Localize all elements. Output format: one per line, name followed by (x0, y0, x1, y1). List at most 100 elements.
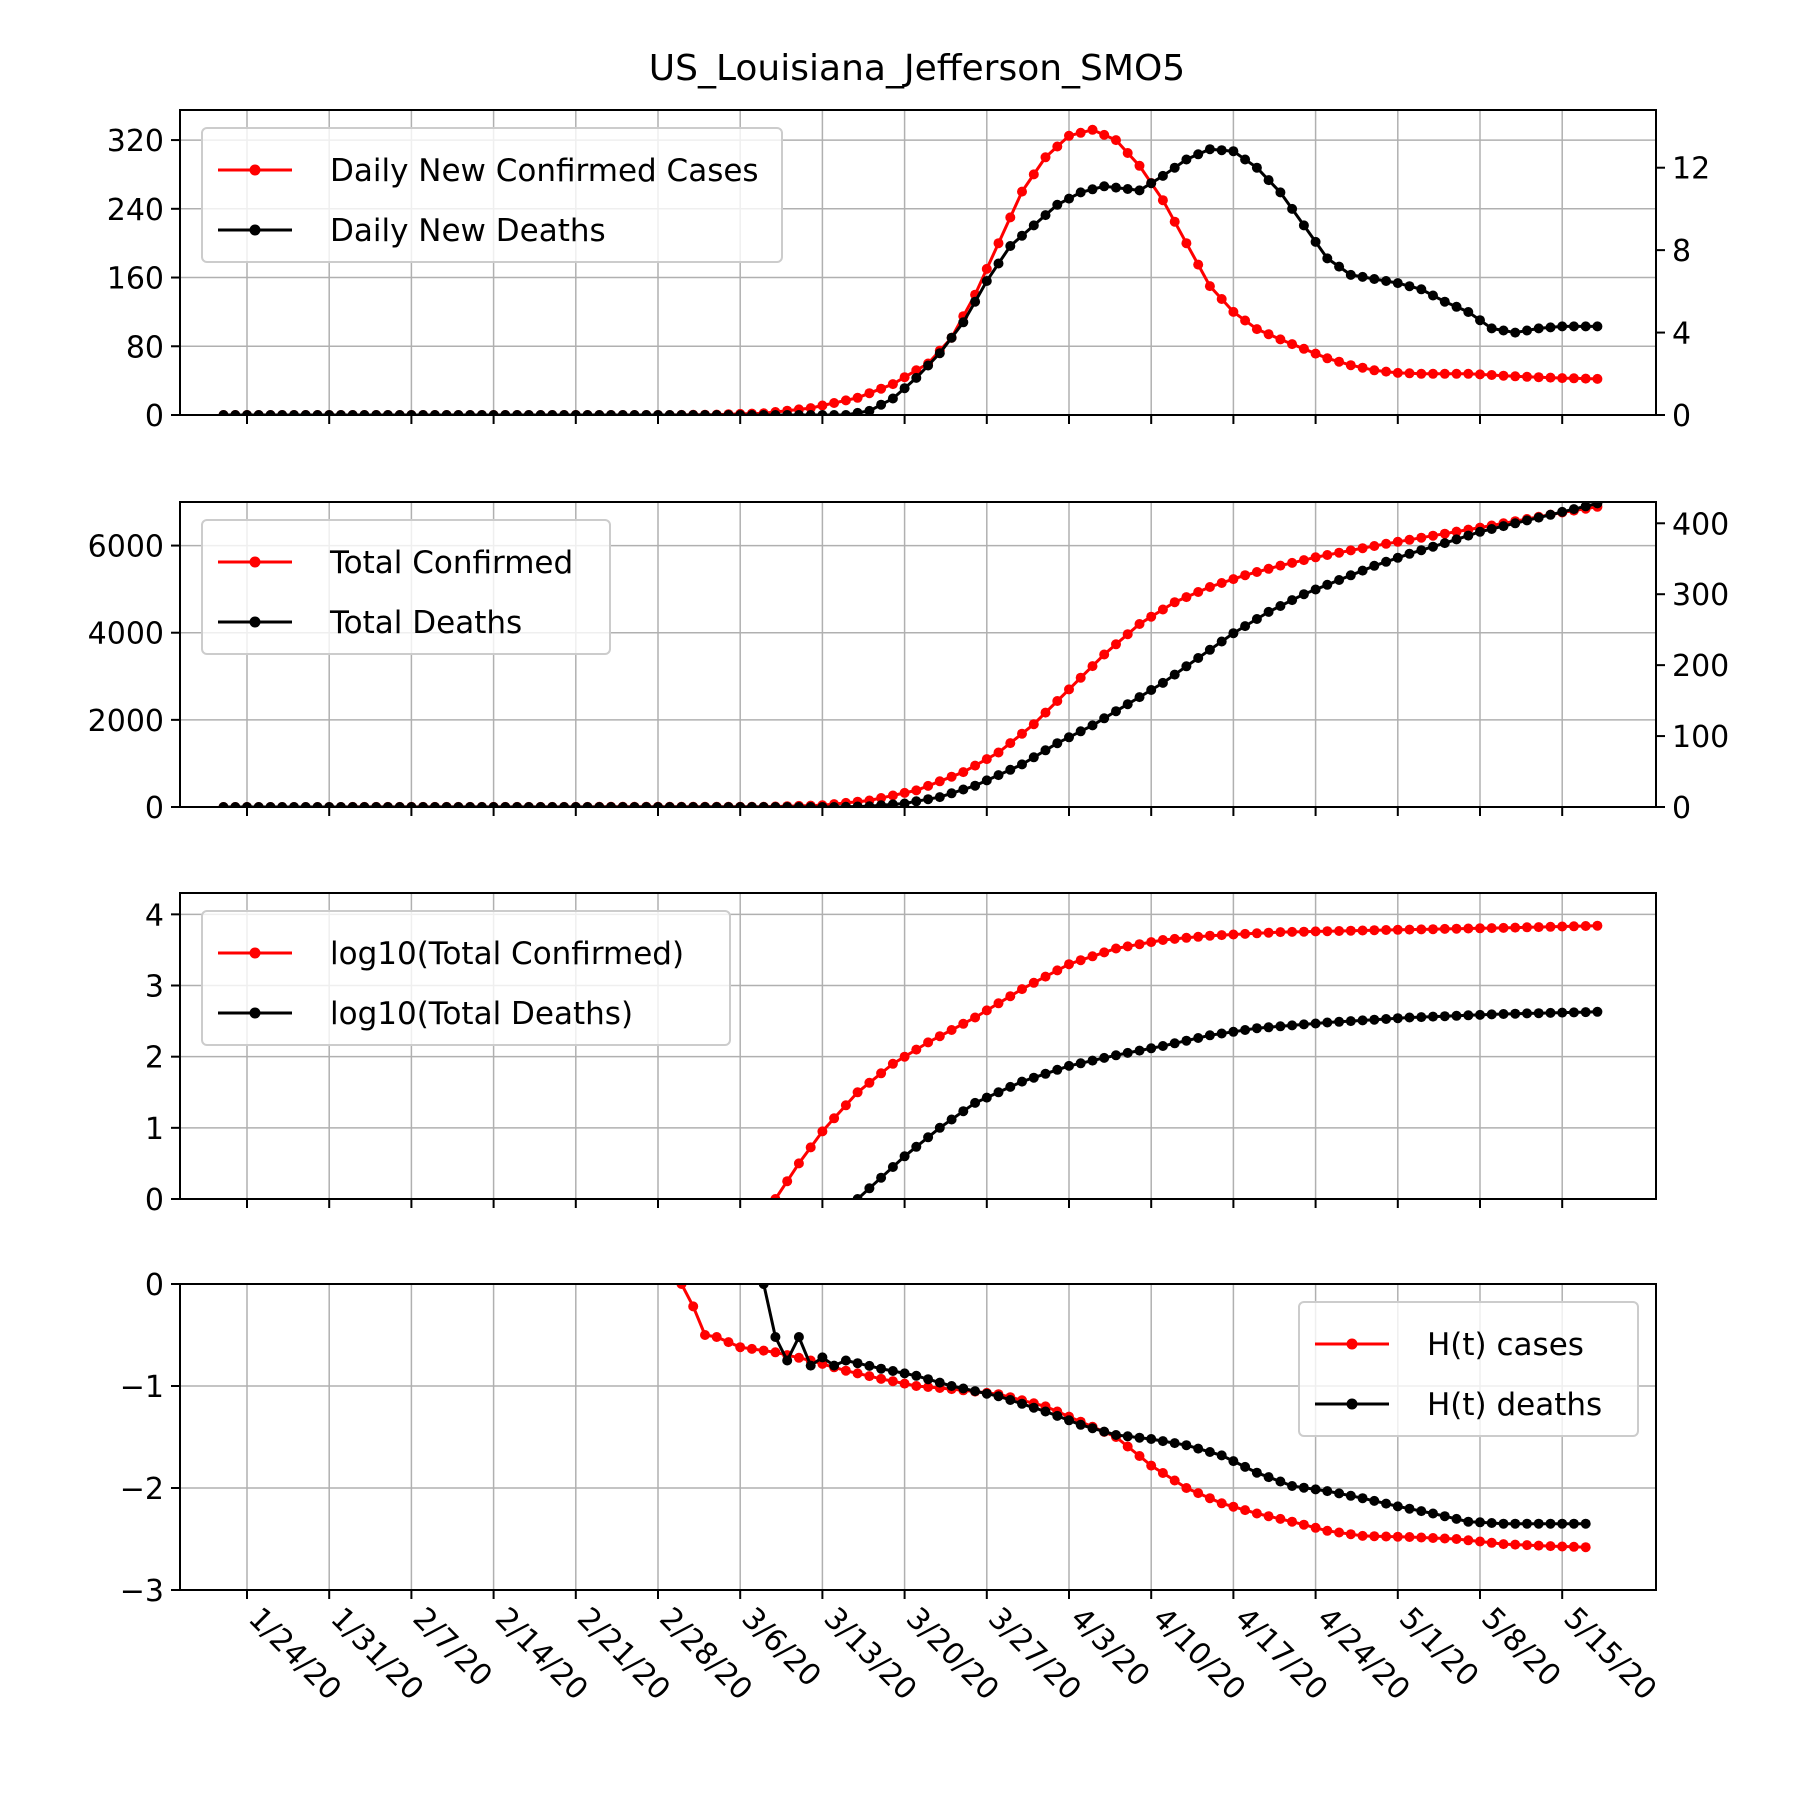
data-point-log10-total-confirmed (923, 1037, 934, 1048)
data-point-log10-total-deaths (1040, 1068, 1051, 1079)
data-point-log10-total-confirmed (1087, 951, 1098, 962)
data-point-daily-new-deaths (1181, 154, 1192, 165)
data-point-h-t-deaths (1580, 1518, 1591, 1529)
data-point-h-t-cases (1345, 1529, 1356, 1540)
data-point-h-t-deaths (1052, 1410, 1063, 1421)
data-point-daily-new-confirmed-cases (1463, 368, 1474, 379)
data-point-log10-total-confirmed (1216, 930, 1227, 941)
data-point-daily-new-deaths (852, 407, 863, 415)
data-point-log10-total-confirmed (1428, 924, 1438, 935)
data-point-log10-total-deaths (1075, 1058, 1086, 1069)
data-point-log10-total-deaths (852, 1194, 863, 1199)
data-point-log10-total-confirmed (1381, 925, 1392, 935)
data-point-daily-new-deaths (1486, 323, 1497, 334)
y-left-tick-label: −3 (120, 1574, 164, 1609)
data-point-total-deaths (1251, 614, 1262, 624)
data-point-daily-new-confirmed-cases (1099, 129, 1110, 140)
data-point-total-deaths (688, 802, 699, 807)
data-point-log10-total-deaths (1087, 1055, 1098, 1066)
data-point-total-deaths (958, 784, 969, 795)
data-point-total-confirmed (1451, 526, 1462, 537)
data-point-log10-total-deaths (911, 1141, 922, 1152)
data-point-total-deaths (970, 780, 981, 791)
legend-swatch-marker (249, 616, 261, 628)
data-point-total-deaths (840, 801, 851, 807)
data-point-log10-total-confirmed (1404, 924, 1415, 935)
data-point-daily-new-deaths (1064, 193, 1074, 204)
data-point-h-t-cases (1486, 1537, 1497, 1548)
data-point-h-t-deaths (1298, 1482, 1309, 1493)
data-point-daily-new-deaths (300, 410, 311, 415)
data-point-daily-new-confirmed-cases (805, 403, 816, 414)
legend-box (201, 910, 731, 1046)
data-point-daily-new-confirmed-cases (1580, 373, 1591, 384)
data-point-daily-new-deaths (887, 393, 898, 404)
data-point-total-confirmed (1381, 538, 1392, 549)
data-point-total-confirmed (1134, 619, 1145, 629)
data-point-daily-new-deaths (911, 372, 922, 383)
data-point-total-deaths (1134, 692, 1145, 703)
data-point-h-t-cases (887, 1376, 898, 1387)
data-point-daily-new-deaths (700, 410, 710, 415)
data-point-daily-new-deaths (1404, 281, 1415, 292)
data-point-log10-total-confirmed (946, 1025, 957, 1035)
data-point-total-deaths (547, 802, 558, 807)
data-point-daily-new-confirmed-cases (1369, 365, 1380, 376)
data-point-daily-new-confirmed-cases (840, 395, 851, 406)
data-point-total-deaths (1064, 732, 1074, 743)
data-point-total-deaths (1028, 752, 1039, 763)
y-left-tick-label: 2000 (88, 704, 164, 739)
data-point-log10-total-deaths (1310, 1018, 1321, 1029)
data-point-daily-new-deaths (1357, 271, 1368, 282)
data-point-total-deaths (1216, 636, 1227, 647)
data-point-log10-total-confirmed (958, 1018, 969, 1029)
data-point-total-deaths (1416, 545, 1427, 556)
data-point-total-deaths (629, 802, 640, 807)
data-point-log10-total-deaths (1522, 1008, 1532, 1019)
legend-label: Daily New Confirmed Cases (330, 153, 759, 189)
data-point-log10-total-deaths (970, 1097, 981, 1108)
data-point-total-deaths (394, 802, 405, 807)
y-left-tick-label: 320 (107, 124, 164, 159)
data-point-total-deaths (1275, 601, 1286, 611)
data-point-h-t-deaths (1416, 1506, 1427, 1517)
data-point-h-t-cases (1322, 1525, 1333, 1536)
data-point-log10-total-confirmed (1122, 941, 1133, 952)
data-point-h-t-cases (1392, 1531, 1403, 1542)
axes-frame (179, 501, 1657, 808)
data-point-log10-total-confirmed (1545, 921, 1556, 932)
data-point-h-t-deaths (1404, 1503, 1415, 1514)
data-point-total-deaths (617, 802, 628, 807)
data-point-log10-total-deaths (1475, 1009, 1485, 1020)
y-left-tick-label: −1 (120, 1370, 164, 1405)
data-point-daily-new-deaths (347, 410, 358, 415)
data-point-daily-new-deaths (1099, 181, 1110, 192)
series-layer (770, 920, 1603, 1199)
data-point-daily-new-deaths (394, 410, 405, 415)
data-point-total-confirmed (1064, 684, 1074, 695)
data-point-h-t-deaths (1287, 1481, 1298, 1491)
data-point-total-deaths (1498, 521, 1509, 532)
data-point-log10-total-deaths (1263, 1022, 1274, 1033)
data-point-total-deaths (1369, 560, 1380, 571)
data-point-h-t-deaths (1334, 1488, 1345, 1499)
data-point-h-t-cases (1122, 1441, 1133, 1452)
data-point-log10-total-deaths (1428, 1011, 1438, 1022)
data-point-daily-new-deaths (359, 410, 370, 415)
data-point-daily-new-confirmed-cases (1381, 366, 1392, 377)
data-point-log10-total-deaths (1451, 1010, 1462, 1021)
data-point-daily-new-confirmed-cases (1545, 372, 1556, 383)
data-point-daily-new-confirmed-cases (1416, 368, 1427, 379)
y-right-tick-label: 8 (1672, 234, 1691, 269)
data-point-log10-total-confirmed (876, 1068, 887, 1079)
data-point-h-t-cases (1580, 1542, 1591, 1553)
data-point-total-confirmed (1263, 563, 1274, 574)
data-point-h-t-deaths (1181, 1440, 1192, 1451)
data-point-h-t-cases (1287, 1516, 1298, 1527)
data-point-daily-new-deaths (465, 410, 476, 415)
data-point-total-confirmed (876, 793, 887, 803)
data-point-daily-new-deaths (735, 410, 746, 415)
data-point-total-deaths (371, 802, 382, 807)
data-point-total-deaths (1228, 628, 1239, 639)
data-point-log10-total-deaths (1439, 1011, 1450, 1022)
